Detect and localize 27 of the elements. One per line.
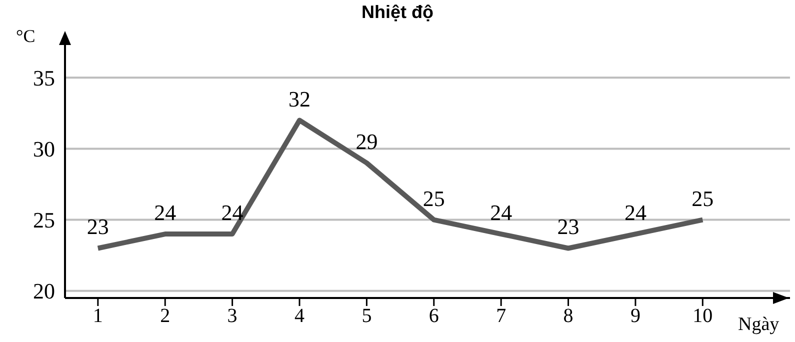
data-label: 29 [356, 128, 378, 154]
x-tick-label: 10 [692, 305, 713, 328]
data-label: 24 [490, 200, 512, 226]
data-label: 24 [624, 200, 646, 226]
data-label: 24 [154, 200, 176, 226]
data-label: 25 [692, 186, 714, 211]
x-tick-label: 6 [428, 305, 439, 328]
y-axis-title: °C [16, 26, 36, 47]
data-label: 24 [221, 200, 244, 226]
x-tick-label: 4 [294, 305, 304, 328]
x-axis-title: Ngày [738, 314, 780, 336]
data-label: 23 [86, 214, 109, 240]
y-tick-label: 35 [33, 65, 55, 90]
data-label: 25 [422, 186, 445, 211]
x-tick-label: 8 [563, 305, 574, 328]
y-tick-label: 30 [33, 136, 55, 162]
x-tick-label: 5 [362, 305, 372, 328]
y-tick-label: 25 [33, 208, 55, 233]
y-tick-label: 20 [33, 278, 55, 304]
x-tick-label: 2 [160, 305, 170, 328]
x-tick-label: 9 [630, 305, 640, 328]
data-label: 32 [288, 86, 310, 112]
x-tick-label: 7 [496, 305, 506, 328]
data-label: 23 [557, 214, 580, 240]
chart-title: Nhiệt độ [360, 2, 434, 23]
x-tick-label: 3 [227, 305, 238, 328]
x-tick-label: 1 [92, 305, 103, 328]
